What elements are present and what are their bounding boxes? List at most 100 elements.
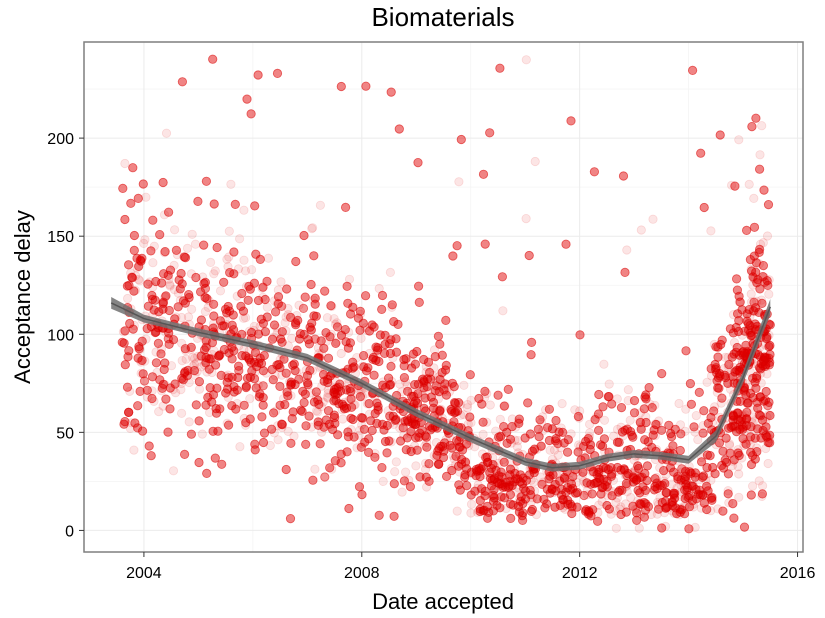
data-point (316, 401, 326, 412)
data-point (239, 205, 249, 215)
data-point (630, 465, 640, 475)
data-point (207, 349, 217, 360)
data-point (459, 410, 469, 420)
data-point (232, 291, 242, 301)
data-point (621, 481, 631, 492)
data-point (301, 365, 311, 375)
data-point (197, 429, 207, 439)
data-point (492, 496, 502, 506)
data-point (171, 312, 181, 322)
data-point (355, 425, 365, 435)
data-point (140, 356, 150, 366)
data-point (354, 430, 364, 440)
data-point (281, 312, 291, 322)
data-point (635, 416, 645, 426)
data-point (538, 477, 548, 487)
data-point (756, 378, 766, 388)
data-point (734, 492, 744, 502)
data-point (205, 390, 215, 401)
data-point (357, 439, 368, 449)
data-point (676, 480, 686, 490)
data-point (599, 359, 609, 369)
data-point (444, 387, 455, 397)
data-point (224, 252, 234, 262)
data-point (194, 384, 205, 394)
data-point (168, 466, 179, 476)
data-point (160, 292, 170, 302)
data-point (385, 267, 395, 277)
data-point (239, 255, 249, 265)
data-point (420, 458, 431, 468)
data-point (748, 321, 758, 332)
data-point (747, 417, 757, 428)
data-point (224, 226, 234, 236)
data-point (204, 295, 214, 306)
data-point (307, 224, 317, 234)
data-point (142, 392, 152, 402)
data-point (147, 386, 157, 396)
data-point (215, 286, 226, 296)
data-point (506, 438, 517, 448)
data-point (441, 444, 451, 454)
data-point (750, 306, 760, 317)
data-point (431, 437, 441, 448)
data-point (241, 313, 251, 323)
data-point (737, 355, 747, 365)
data-point (171, 388, 181, 398)
data-point (244, 326, 254, 336)
data-point (685, 470, 696, 480)
data-point (748, 405, 759, 415)
data-point (603, 490, 613, 500)
data-point (593, 507, 603, 518)
data-point (462, 399, 473, 410)
data-point (728, 309, 739, 320)
data-point (357, 391, 367, 402)
data-point (709, 402, 720, 412)
data-point (294, 300, 304, 310)
data-point (757, 481, 768, 491)
data-point (409, 441, 420, 451)
data-point (747, 329, 757, 339)
data-point (189, 359, 199, 369)
data-point (745, 382, 755, 392)
data-point (754, 476, 764, 486)
data-point (612, 394, 622, 404)
data-point (761, 443, 771, 454)
data-point (636, 225, 646, 235)
data-point (532, 444, 542, 454)
data-point (536, 441, 547, 451)
data-point (494, 474, 504, 484)
data-point (760, 340, 771, 350)
data-point (734, 448, 744, 458)
data-point (641, 412, 651, 422)
data-point (378, 476, 388, 486)
data-point (736, 351, 746, 361)
data-point (402, 381, 412, 391)
data-point (690, 522, 700, 533)
data-point (160, 379, 170, 390)
data-point (493, 458, 503, 468)
data-point (640, 487, 650, 498)
data-point (223, 392, 233, 402)
data-point (292, 366, 302, 377)
data-point (149, 241, 159, 251)
data-point (327, 301, 337, 311)
data-point (118, 327, 129, 337)
data-point (269, 428, 279, 438)
data-point (530, 445, 540, 455)
data-point (134, 274, 144, 285)
data-point (356, 333, 366, 343)
data-point (477, 449, 488, 459)
data-point (323, 385, 333, 395)
data-point (145, 277, 155, 287)
data-point (485, 400, 495, 410)
data-point (511, 487, 521, 497)
data-point (687, 468, 697, 478)
data-point (757, 121, 767, 131)
data-point (196, 362, 206, 372)
data-point (689, 499, 699, 509)
data-point (612, 493, 622, 503)
data-point (677, 487, 687, 497)
data-point (652, 480, 663, 490)
data-point (262, 302, 272, 312)
